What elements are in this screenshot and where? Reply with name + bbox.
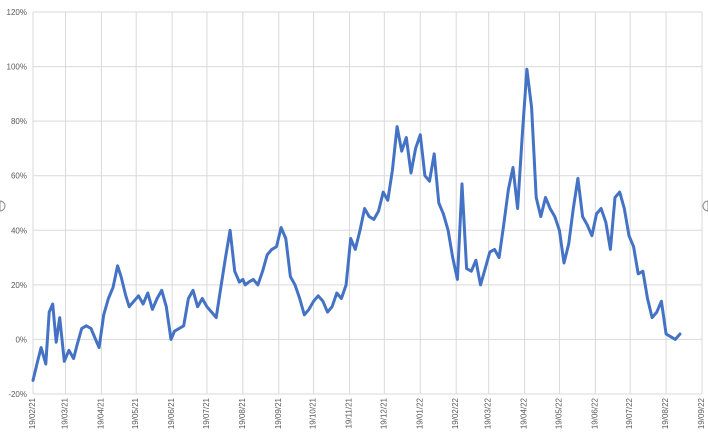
series-line: [31, 67, 682, 382]
plot-area: [31, 67, 682, 382]
y-tick-label: 120%: [7, 8, 27, 17]
x-tick-label: 19/10/21: [309, 397, 318, 429]
x-tick-label: 19/02/21: [28, 397, 37, 429]
right-resize-handle[interactable]: [702, 200, 708, 212]
y-tick-label: 0%: [15, 335, 27, 344]
x-tick-label: 19/08/21: [238, 397, 247, 429]
x-tick-label: 19/02/22: [451, 397, 460, 429]
y-tick-label: 20%: [11, 281, 27, 290]
x-tick-label: 19/09/22: [697, 397, 706, 429]
x-tick-label: 19/11/21: [345, 397, 354, 428]
x-tick-label: 19/09/21: [274, 397, 283, 429]
x-tick-label: 19/07/21: [202, 397, 211, 429]
x-tick-label: 19/04/21: [96, 397, 105, 429]
x-tick-label: 19/01/22: [415, 397, 424, 429]
x-axis: 19/02/21 19/03/21 19/04/21 19/05/21 19/06/21…: [28, 397, 706, 429]
x-tick-label: 19/04/22: [520, 397, 529, 429]
y-tick-label: 60%: [11, 172, 27, 181]
grid: [32, 11, 703, 395]
x-tick-label: 19/03/21: [60, 397, 69, 429]
y-tick-label: 40%: [11, 226, 27, 235]
left-resize-handle[interactable]: [0, 200, 6, 212]
x-tick-label: 19/05/21: [131, 397, 140, 429]
x-tick-label: 19/06/22: [590, 397, 599, 429]
x-tick-label: 19/05/22: [554, 397, 563, 429]
x-tick-label: 19/07/22: [625, 397, 634, 429]
x-tick-label: 19/12/21: [379, 397, 388, 429]
y-tick-label: -20%: [8, 390, 27, 399]
y-tick-label: 80%: [11, 117, 27, 126]
x-tick-label: 19/06/21: [167, 397, 176, 429]
y-tick-label: 100%: [7, 63, 27, 72]
x-tick-label: 19/08/22: [661, 397, 670, 429]
y-axis: -20% 0% 20% 40% 60% 80% 100% 120%: [7, 8, 27, 399]
x-tick-label: 19/03/22: [484, 397, 493, 429]
